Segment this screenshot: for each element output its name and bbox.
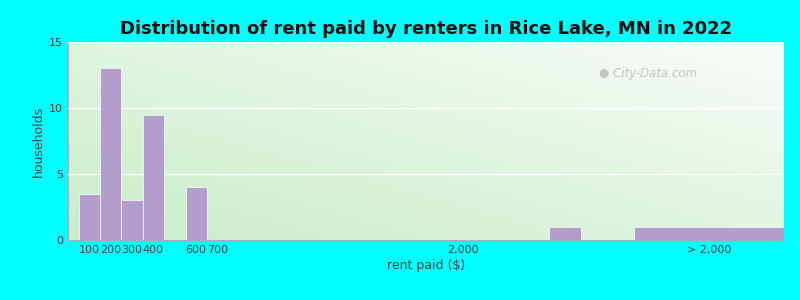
Bar (122, 200, 143, 240)
Title: Distribution of rent paid by renters in Rice Lake, MN in 2022: Distribution of rent paid by renters in … (120, 20, 732, 38)
Bar (549, 227, 581, 240)
Bar (143, 115, 164, 240)
X-axis label: rent paid ($): rent paid ($) (387, 259, 465, 272)
Bar (186, 187, 207, 240)
Bar (634, 227, 784, 240)
Text: ● City-Data.com: ● City-Data.com (599, 67, 697, 80)
Bar (100, 68, 122, 240)
Y-axis label: households: households (32, 105, 45, 177)
Bar (78, 194, 100, 240)
